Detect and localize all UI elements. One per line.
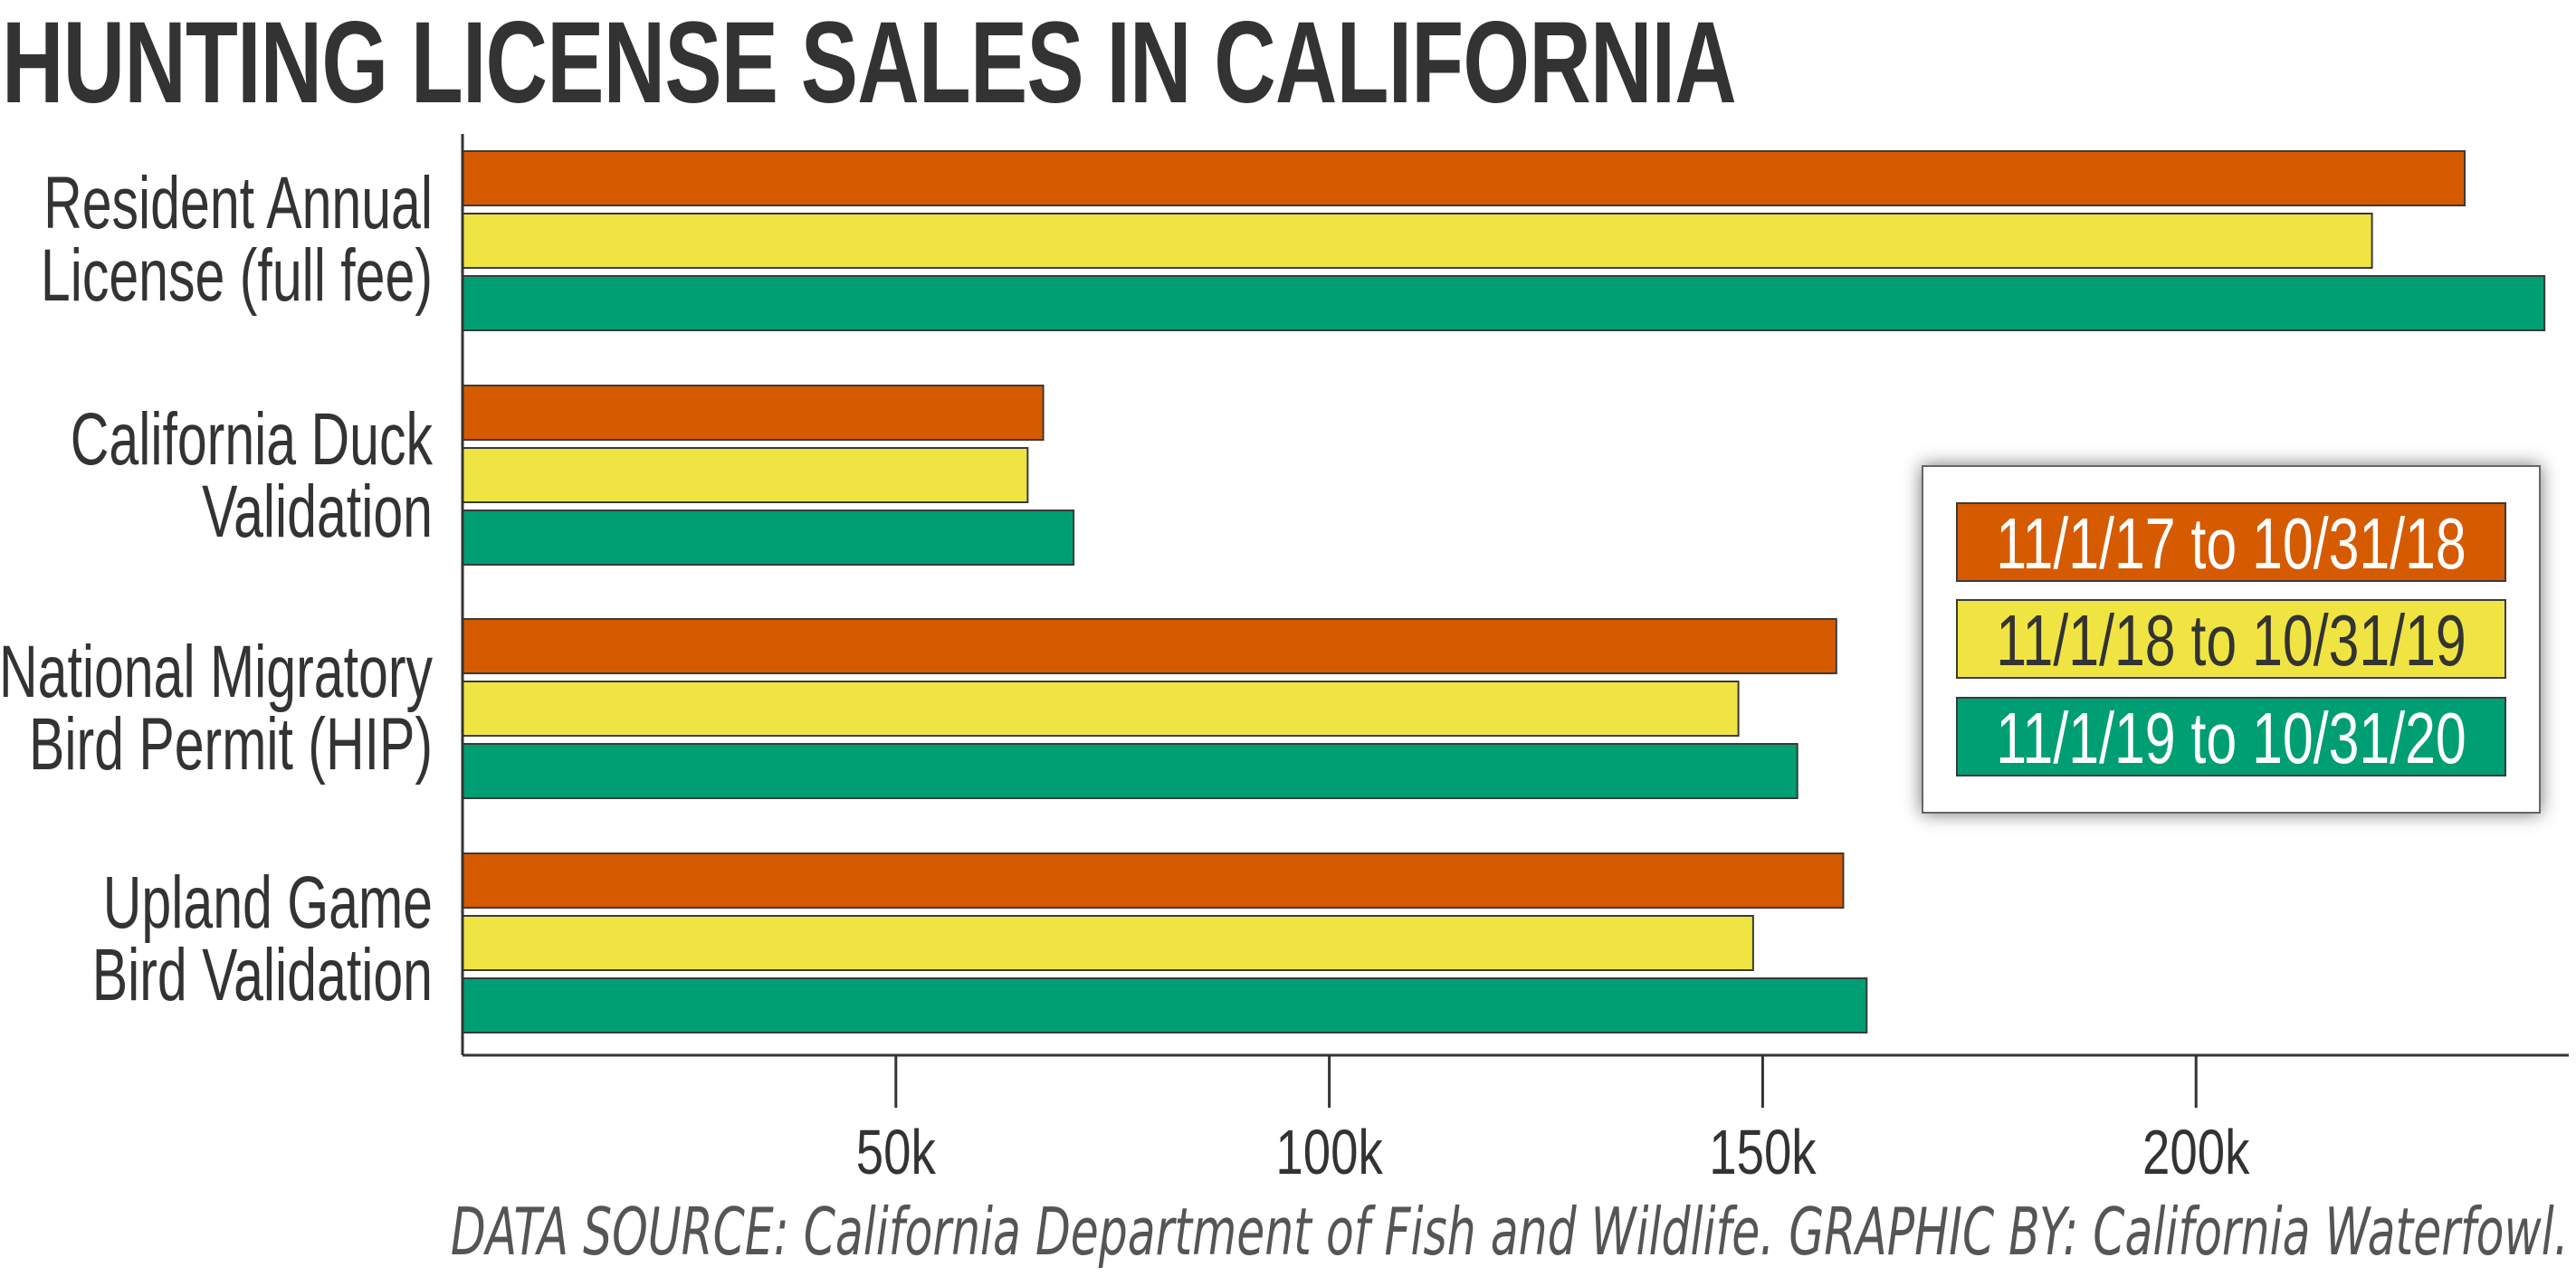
- legend-label-3: 11/1/19 to 10/31/20: [1996, 699, 2466, 779]
- legend: 11/1/17 to 10/31/18 11/1/18 to 10/31/19 11…: [1922, 465, 2541, 814]
- category-label: Bird Permit (HIP): [29, 703, 433, 786]
- bars-group: [462, 150, 2546, 1034]
- bar-series2-cat3: [462, 681, 1740, 737]
- x-tick-label: 50k: [856, 1118, 937, 1188]
- axes-group: 50k 100k 150k 200k: [461, 134, 2569, 1188]
- category-label: Bird Validation: [92, 934, 433, 1017]
- category-label: Resident Annual: [43, 162, 433, 245]
- legend-label-2: 11/1/18 to 10/31/19: [1996, 601, 2466, 681]
- category-label: License (full fee): [41, 234, 433, 318]
- category-label: Upland Game: [103, 862, 433, 945]
- x-tick-label: 100k: [1275, 1118, 1383, 1188]
- legend-swatch-3: [1956, 697, 2506, 776]
- bar-series2-cat1: [462, 213, 2373, 269]
- bar-series3-cat2: [462, 510, 1075, 566]
- bar-series2-cat2: [462, 447, 1029, 503]
- legend-label-1: 11/1/17 to 10/31/18: [1996, 504, 2466, 585]
- bar-series3-cat4: [462, 977, 1868, 1034]
- bar-series1-cat4: [462, 853, 1845, 909]
- bar-series1-cat3: [462, 618, 1837, 674]
- source-note: DATA SOURCE: California Department of Fi…: [451, 1194, 2569, 1270]
- bar-series3-cat3: [462, 743, 1798, 799]
- bar-series2-cat4: [462, 915, 1754, 971]
- category-label: National Migratory: [0, 631, 433, 714]
- chart-title: HUNTING LICENSE SALES IN CALIFORNIA: [2, 0, 1737, 128]
- bar-series1-cat2: [462, 385, 1045, 441]
- legend-swatch-1: [1956, 502, 2506, 582]
- category-label: Validation: [202, 471, 433, 554]
- x-tick-label: 200k: [2142, 1118, 2250, 1188]
- category-label: California Duck: [71, 398, 433, 481]
- bar-series3-cat1: [462, 275, 2546, 331]
- legend-swatch-2: [1956, 599, 2506, 679]
- x-tick-label: 150k: [1709, 1118, 1817, 1188]
- bar-series1-cat1: [462, 150, 2466, 206]
